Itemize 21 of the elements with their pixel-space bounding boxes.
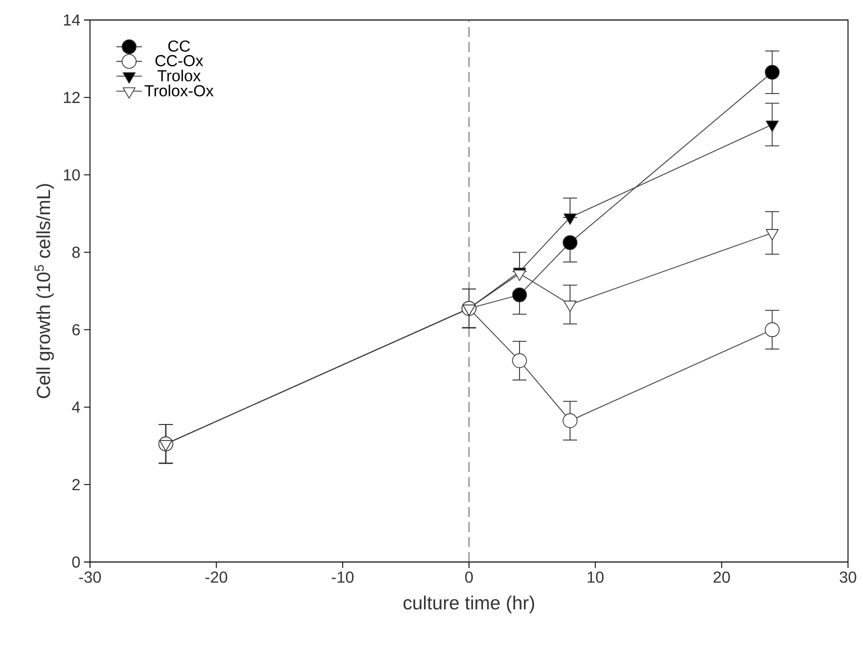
y-tick-label: 6 (72, 324, 80, 336)
x-axis-title: culture time (hr) (404, 596, 534, 614)
x-tick-label: 10 (588, 572, 604, 583)
y-tick-label: 14 (64, 14, 80, 26)
legend-label: CC (168, 40, 190, 52)
y-tick-label: 10 (64, 169, 80, 180)
x-tick-label: -10 (332, 572, 354, 583)
y-axis-title: Cell growth (10$^{5}$ cells/mL) (34, 184, 54, 398)
x-tick-label: 20 (714, 572, 730, 583)
y-tick-label: 12 (64, 92, 80, 103)
y-tick-label: 8 (72, 246, 80, 258)
y-tick-label: 0 (72, 556, 80, 568)
x-tick-label: -20 (206, 572, 228, 583)
legend-label: Trolox (158, 70, 201, 82)
legend-label: Trolox-Ox (144, 84, 214, 96)
y-tick-label: 2 (72, 479, 80, 490)
y-tick-label: 4 (72, 402, 80, 413)
legend-label: CC-Ox (155, 55, 204, 66)
x-tick-label: 30 (840, 572, 856, 583)
x-tick-label: -30 (79, 572, 101, 583)
x-tick-label: 0 (465, 572, 473, 583)
